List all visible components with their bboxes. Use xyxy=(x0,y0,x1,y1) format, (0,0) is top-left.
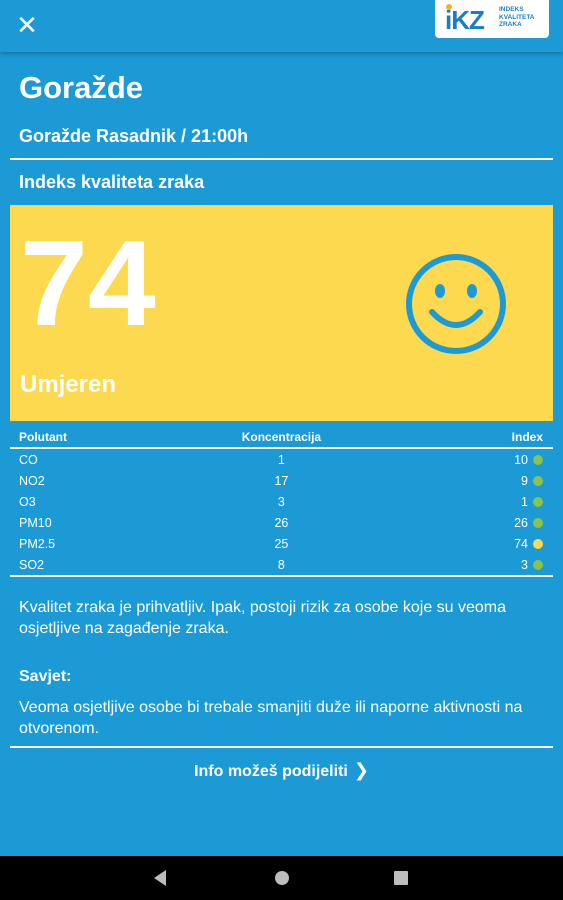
system-nav-bar xyxy=(0,856,563,900)
pollutant-index-cell: 3 xyxy=(427,554,553,575)
table-row: SO2 8 3 xyxy=(10,554,553,575)
table-row: O3 3 1 xyxy=(10,491,553,512)
divider xyxy=(10,575,553,577)
pollutant-index-cell: 74 xyxy=(427,533,553,554)
pollutant-concentration: 3 xyxy=(277,494,285,509)
aqi-card: 74 Umjeren xyxy=(10,205,553,421)
top-bar: ✕ iKZ INDEKS KVALITETA ZRAKA xyxy=(0,0,563,52)
share-button[interactable]: Info možeš podijeliti ❯ xyxy=(0,760,563,781)
header-concentration: Koncentracija xyxy=(135,430,428,449)
pollutant-table: Polutant Koncentracija Index CO 1 10 NO2 17 9… xyxy=(10,430,553,575)
pollutant-concentration: 1 xyxy=(277,452,285,467)
aqi-category: Umjeren xyxy=(20,371,117,398)
pollutant-index: 9 xyxy=(521,473,528,488)
divider xyxy=(10,746,553,748)
advice-text: Veoma osjetljive osobe bi trebale smanji… xyxy=(19,699,523,737)
divider xyxy=(10,158,553,160)
table-row: CO 1 10 xyxy=(10,448,553,470)
status-dot-icon xyxy=(533,475,543,486)
home-icon[interactable] xyxy=(275,871,289,885)
table-header-row: Polutant Koncentracija Index xyxy=(10,430,553,449)
ikz-logo: iKZ INDEKS KVALITETA ZRAKA xyxy=(435,0,549,38)
city-title: Goražde xyxy=(19,70,144,105)
logo-brand: iKZ xyxy=(445,5,485,35)
smiley-face-icon xyxy=(406,254,506,354)
status-dot-icon xyxy=(533,538,543,549)
aqi-section-title: Indeks kvaliteta zraka xyxy=(19,172,205,192)
pollutant-name: NO2 xyxy=(19,473,45,488)
pollutant-index-cell: 26 xyxy=(427,512,553,533)
status-dot-icon xyxy=(533,517,543,528)
station-time: Goražde Rasadnik / 21:00h xyxy=(19,126,249,146)
chevron-right-icon: ❯ xyxy=(353,760,369,780)
pollutant-index-cell: 9 xyxy=(427,470,553,491)
pollutant-concentration: 17 xyxy=(274,473,289,488)
pollutant-index: 1 xyxy=(521,494,528,509)
pollutant-index-cell: 10 xyxy=(427,448,553,470)
status-dot-icon xyxy=(533,496,543,507)
pollutant-index: 10 xyxy=(514,452,528,467)
pollutant-name: SO2 xyxy=(19,557,45,572)
pollutant-name: PM2.5 xyxy=(19,536,56,551)
pollutant-concentration: 26 xyxy=(274,515,289,530)
logo-subtitle: INDEKS KVALITETA ZRAKA xyxy=(499,6,535,28)
table-row: PM2.5 25 74 xyxy=(10,533,553,554)
aqi-description: Kvalitet zraka je prihvatljiv. Ipak, pos… xyxy=(19,599,507,637)
back-icon[interactable] xyxy=(154,870,166,886)
pollutant-name: O3 xyxy=(19,494,36,509)
aqi-value: 74 xyxy=(20,215,156,351)
pollutant-index: 74 xyxy=(514,536,528,551)
status-dot-icon xyxy=(533,559,543,570)
pollutant-concentration: 25 xyxy=(274,536,289,551)
header-pollutant: Polutant xyxy=(10,430,136,449)
pollutant-name: PM10 xyxy=(19,515,52,530)
pollutant-name: CO xyxy=(19,452,38,467)
close-icon[interactable]: ✕ xyxy=(16,10,38,40)
pollutant-index: 3 xyxy=(521,557,528,572)
status-dot-icon xyxy=(533,454,543,465)
share-label: Info možeš podijeliti xyxy=(194,763,348,780)
header-index: Index xyxy=(427,430,553,449)
advice-title: Savjet: xyxy=(19,668,72,685)
table-row: NO2 17 9 xyxy=(10,470,553,491)
pollutant-index: 26 xyxy=(514,515,528,530)
pollutant-concentration: 8 xyxy=(277,557,285,572)
recents-icon[interactable] xyxy=(394,871,408,885)
table-row: PM10 26 26 xyxy=(10,512,553,533)
pollutant-rows: CO 1 10 NO2 17 9 O3 3 1 PM10 26 26 PM2.5 25 74 SO2 8 3 xyxy=(10,448,553,575)
pollutant-index-cell: 1 xyxy=(427,491,553,512)
logo-dot xyxy=(446,4,452,10)
